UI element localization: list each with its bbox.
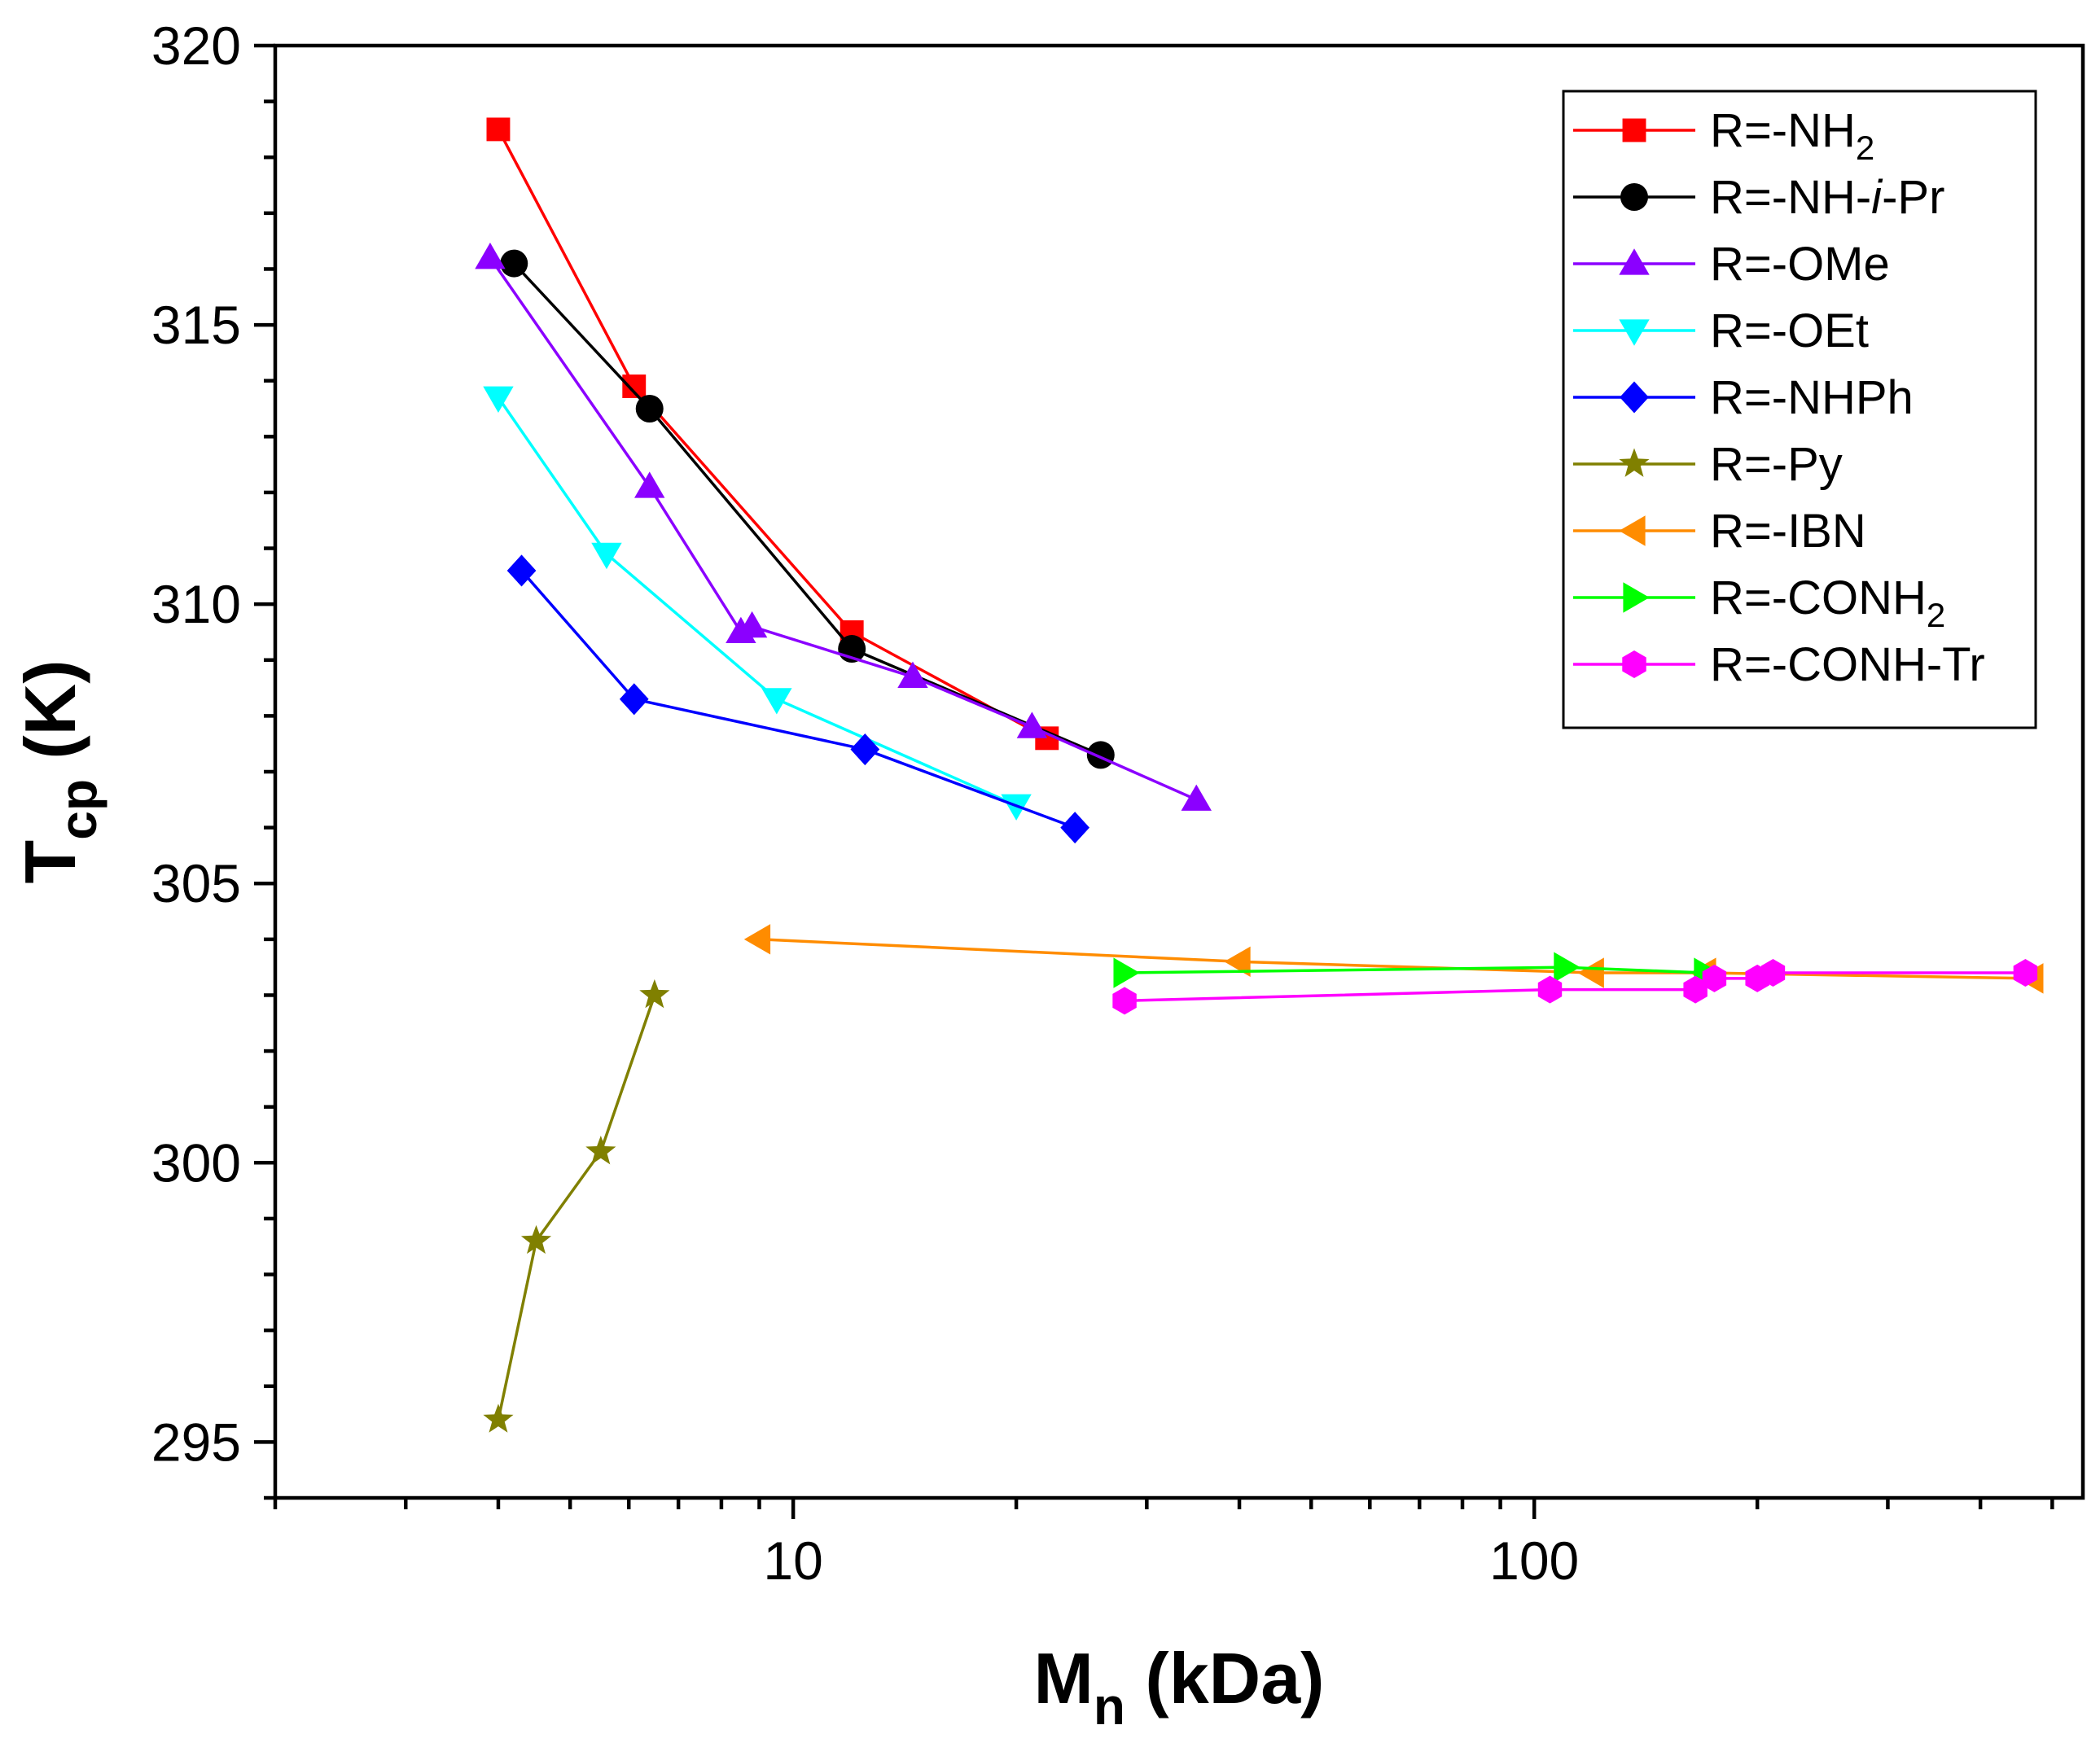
data-point xyxy=(850,733,880,766)
legend-label: R=-CONH2​ xyxy=(1710,571,1945,634)
legend-entry: R=-NH-i-Pr xyxy=(1573,171,1944,224)
legend-marker xyxy=(1620,183,1648,211)
data-point xyxy=(483,386,514,413)
data-point xyxy=(591,542,622,570)
legend-entry: R=-OMe xyxy=(1573,238,1890,291)
data-point xyxy=(1060,812,1089,844)
data-point xyxy=(622,374,647,399)
data-point xyxy=(761,688,792,715)
data-point xyxy=(897,661,928,688)
data-point xyxy=(619,683,649,716)
y-axis-title: Tcp (K) xyxy=(10,659,107,883)
series-0 xyxy=(486,117,1059,751)
legend-marker xyxy=(1623,582,1650,613)
data-point xyxy=(1554,952,1580,983)
data-point xyxy=(1086,741,1115,769)
data-point xyxy=(2013,959,2038,987)
data-point xyxy=(634,471,665,498)
legend-marker xyxy=(1620,381,1649,414)
series-5 xyxy=(483,979,670,1433)
legend-label: R=-NH2​ xyxy=(1710,104,1874,167)
data-point xyxy=(635,395,664,423)
legend-label: R=-NHPh xyxy=(1710,371,1914,424)
series-2 xyxy=(475,243,1212,811)
series-1 xyxy=(500,249,1115,769)
series-4 xyxy=(506,554,1089,844)
data-point xyxy=(1577,957,1604,988)
legend-marker xyxy=(1619,515,1646,546)
legend-entry: R=-IBN xyxy=(1573,505,1866,558)
legend-marker xyxy=(1619,319,1650,346)
data-point xyxy=(1016,711,1048,738)
y-tick-label: 305 xyxy=(151,853,241,913)
series-line xyxy=(497,994,656,1421)
series-line xyxy=(497,129,1048,740)
legend-label: R=-IBN xyxy=(1710,505,1866,558)
legend: R=-NH2​R=-NH-i-Pr R=-OMe R=-OEt R=-NHPh R=-P… xyxy=(1562,90,2037,729)
legend-marker xyxy=(1622,118,1646,142)
data-point xyxy=(1760,959,1786,987)
legend-marker xyxy=(1622,650,1646,678)
data-point xyxy=(1702,964,1727,992)
y-tick-label: 320 xyxy=(151,15,241,76)
y-tick-label: 300 xyxy=(151,1132,241,1193)
series-line xyxy=(520,569,1076,830)
y-tick-label: 315 xyxy=(151,295,241,355)
data-point xyxy=(1113,957,1140,988)
data-point xyxy=(1001,794,1032,821)
data-point xyxy=(520,1224,552,1254)
x-tick-label: 10 xyxy=(763,1530,822,1591)
data-point xyxy=(486,117,511,142)
data-point xyxy=(639,979,670,1009)
legend-entry: R=-OEt xyxy=(1573,304,1869,357)
legend-label: R=-NH-i-Pr xyxy=(1710,171,1944,224)
x-tick-label: 100 xyxy=(1489,1530,1579,1591)
data-point xyxy=(736,611,768,638)
data-point xyxy=(1683,975,1708,1004)
series-layer xyxy=(475,117,2044,1433)
data-point xyxy=(585,1136,616,1165)
data-point xyxy=(475,243,506,269)
legend-entry: R=-NHPh xyxy=(1573,371,1914,424)
series-3 xyxy=(483,386,1032,821)
legend-marker xyxy=(1619,448,1650,477)
series-line xyxy=(497,396,1017,807)
series-line xyxy=(512,262,1102,757)
y-tick-label: 295 xyxy=(151,1412,241,1472)
legend-label: R=-CONH-Tr xyxy=(1710,638,1985,691)
series-8 xyxy=(1112,959,2038,1015)
legend-entry: R=-CONH2​ xyxy=(1573,571,1945,634)
data-point xyxy=(506,554,537,587)
ticks-layer: 10 100 295 300 305 310 315 320 xyxy=(151,15,2054,1591)
data-point xyxy=(1181,784,1212,811)
data-point xyxy=(743,924,771,955)
legend-entry: R=-CONH-Tr xyxy=(1573,638,1985,691)
legend-entry: R=-Py xyxy=(1573,438,1843,491)
legend-label: R=-OEt xyxy=(1710,304,1869,357)
data-point xyxy=(1112,987,1137,1015)
data-point xyxy=(1537,975,1563,1004)
legend-label: R=-OMe xyxy=(1710,238,1890,291)
legend-label: R=-Py xyxy=(1710,438,1843,491)
legend-entry: R=-NH2​ xyxy=(1573,104,1874,167)
data-point xyxy=(1224,946,1251,977)
y-tick-label: 310 xyxy=(151,574,241,634)
data-point xyxy=(500,249,528,278)
x-axis-title: Mn (kDa) xyxy=(1034,1638,1325,1736)
data-point xyxy=(483,1403,514,1433)
legend-marker xyxy=(1619,248,1650,275)
